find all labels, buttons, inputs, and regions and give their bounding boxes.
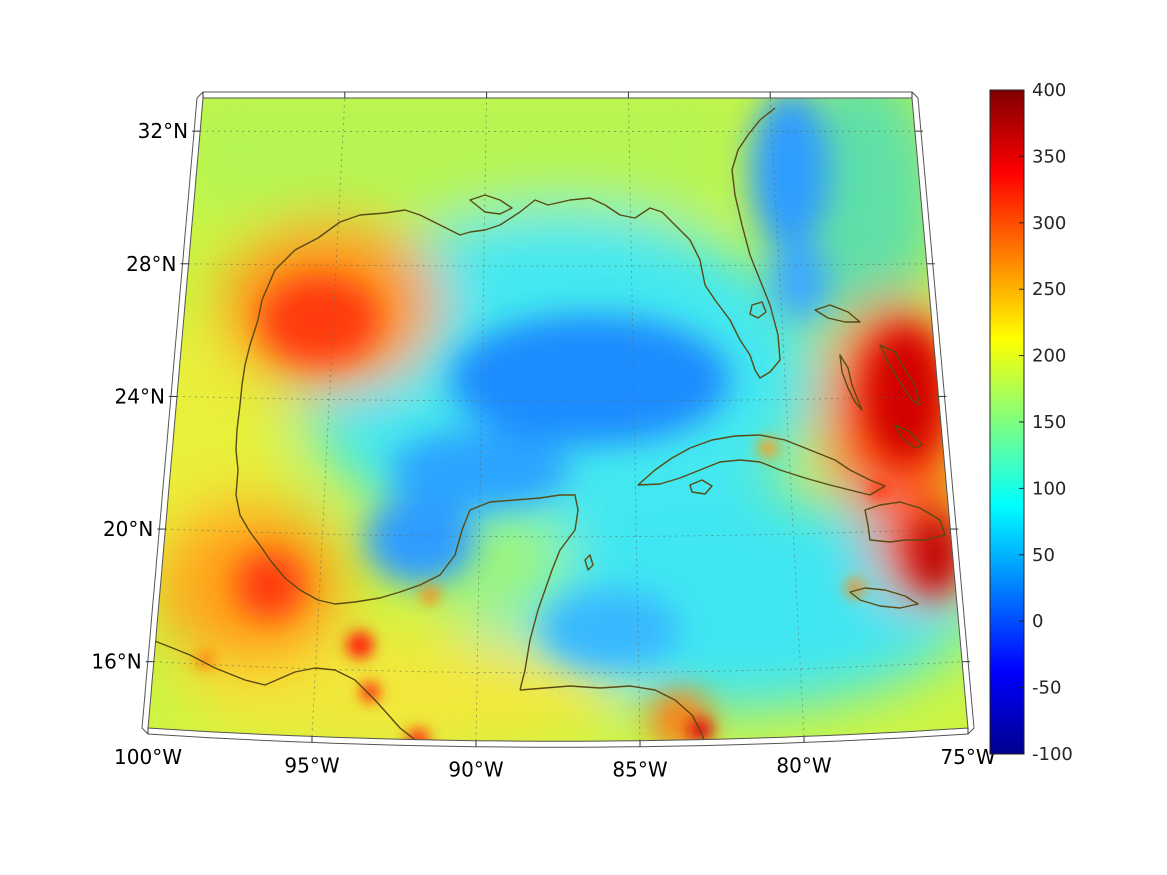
- colorbar-tick-label: 0: [1032, 611, 1043, 632]
- longitude-tick-label: 80°W: [776, 753, 831, 777]
- field-bahamas-core: [865, 325, 945, 465]
- latitude-labels: 16°N 20°N 24°N 28°N 32°N: [91, 119, 188, 674]
- longitude-tick-label: 75°W: [940, 745, 995, 769]
- coastline-jamaica: [849, 587, 919, 609]
- field-veracruz-core: [235, 550, 305, 620]
- colorbar-tick-label: 400: [1032, 80, 1066, 101]
- field-spot-1: [346, 631, 374, 659]
- latitude-tick-label: 16°N: [91, 650, 141, 674]
- coastline-bahamas-3: [814, 304, 861, 323]
- field-spot-6: [758, 438, 778, 458]
- coastline-bahamas-1: [839, 354, 863, 411]
- field-gulf-south: [365, 495, 475, 585]
- colorbar-tick-label: 50: [1032, 545, 1055, 566]
- colorbar-tick-label: -50: [1032, 678, 1061, 699]
- longitude-tick-label: 100°W: [114, 745, 182, 769]
- coastline-bahamas-2: [879, 344, 921, 406]
- graticule: [148, 98, 968, 741]
- coastline-mississippi-islands: [469, 194, 513, 215]
- latitude-tick-label: 32°N: [138, 119, 188, 143]
- longitude-tick-label: 95°W: [284, 753, 339, 777]
- coastline-central-america: [519, 685, 706, 742]
- colorbar-tick-label: 300: [1032, 213, 1066, 234]
- field-gulf-stream: [750, 98, 830, 250]
- coastline-isle-youth: [689, 479, 713, 495]
- coastline-mexico-campeche: [269, 494, 579, 691]
- field-spot-2: [360, 682, 380, 702]
- latitude-tick-label: 28°N: [126, 252, 176, 276]
- colorbar-ticks: 400 350 300 250 200 150 100 50 0 -50 -100: [1019, 80, 1073, 765]
- map-frame-ticks: [145, 92, 971, 747]
- colorbar: 400 350 300 250 200 150 100 50 0 -50 -100: [989, 80, 1073, 765]
- data-field: [148, 98, 968, 742]
- field-spot-7: [846, 579, 864, 597]
- colorbar-tick-label: 350: [1032, 146, 1066, 167]
- latitude-tick-label: 20°N: [103, 517, 153, 541]
- longitude-tick-label: 90°W: [448, 758, 503, 782]
- field-caribbean-blue: [540, 590, 680, 670]
- coastline-cozumel: [584, 554, 594, 571]
- coastline-cuba: [637, 434, 886, 496]
- coastline-hispaniola: [864, 501, 946, 543]
- field-spot-5: [421, 586, 439, 604]
- coastline-lake-okeechobee: [749, 301, 767, 319]
- parallel-line: [176, 395, 939, 402]
- coastline-gulf: [151, 639, 419, 742]
- colorbar-gradient: [989, 89, 1025, 755]
- colorbar-tick-label: 100: [1032, 478, 1066, 499]
- field-texas-core: [260, 275, 380, 365]
- colorbar-tick-label: 250: [1032, 279, 1066, 300]
- parallel-line: [153, 661, 963, 674]
- colorbar-tick-label: 200: [1032, 346, 1066, 367]
- colorbar-tick-label: -100: [1032, 744, 1073, 765]
- field-gulf-stream-2: [770, 240, 830, 320]
- field-deep-gulf: [450, 315, 730, 445]
- parallel-line: [165, 528, 951, 538]
- coastline-mexico-gulf: [235, 107, 781, 561]
- colorbar-tick-label: 150: [1032, 412, 1066, 433]
- longitude-labels: 100°W 95°W 90°W 85°W 80°W 75°W: [114, 745, 996, 782]
- field-north-band: [180, 98, 740, 215]
- longitude-tick-label: 85°W: [612, 758, 667, 782]
- field-hispaniola-core: [910, 515, 960, 595]
- field-spot-4: [870, 480, 890, 500]
- latitude-tick-label: 24°N: [115, 384, 165, 408]
- coastlines: [151, 107, 946, 742]
- coastline-bahamas-4: [894, 424, 923, 449]
